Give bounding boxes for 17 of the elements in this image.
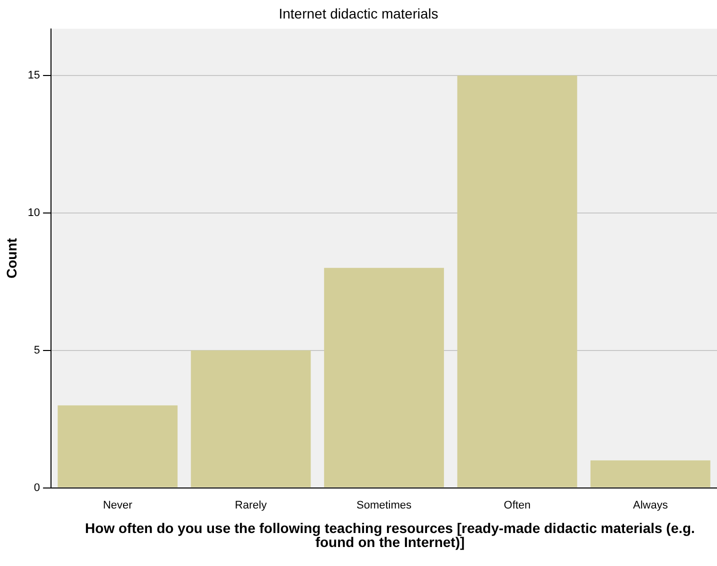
y-axis-title: Count [3, 238, 20, 279]
y-tick-label: 5 [34, 344, 40, 356]
chart-title: Internet didactic materials [278, 5, 438, 22]
x-axis-title: How often do you use the following teaching resources [ready-made didactic materials (e.g. found on the Internet)] [84, 520, 696, 550]
y-tick-label: 15 [28, 70, 40, 82]
x-tick-label: Sometimes [356, 499, 412, 512]
bar [457, 76, 578, 488]
x-tick-label: Often [504, 499, 531, 512]
bar [324, 268, 444, 488]
y-tick-label: 10 [28, 206, 40, 219]
x-tick-label: Always [632, 499, 668, 512]
bar [590, 460, 710, 488]
bar [58, 405, 178, 488]
y-tick-label: 0 [34, 482, 40, 494]
x-tick-label: Rarely [234, 499, 268, 512]
bar [190, 350, 311, 488]
x-tick-label: Never [102, 499, 133, 512]
